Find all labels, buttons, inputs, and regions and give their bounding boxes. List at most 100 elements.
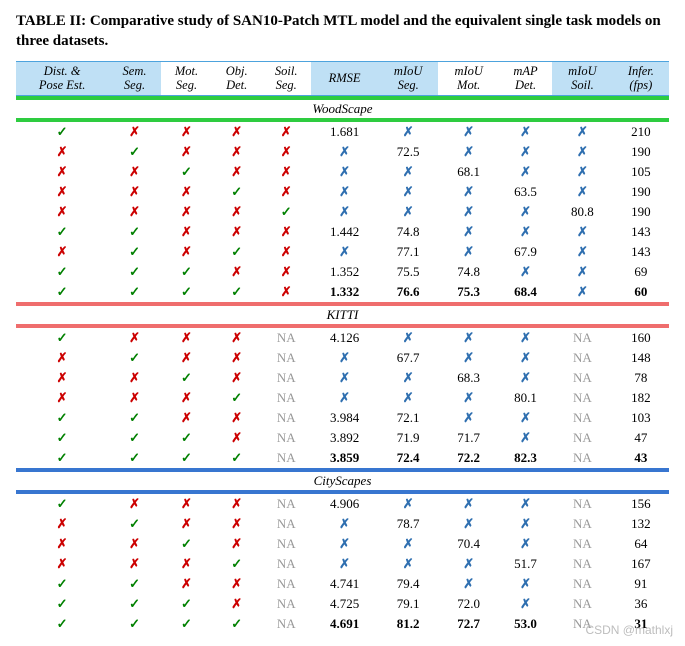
cross-icon: ✗ [161,554,212,574]
value-cell: 190 [613,202,669,222]
value-cell: 3.984 [311,408,378,428]
cross-icon: ✗ [16,554,108,574]
cross-icon: ✗ [16,182,108,202]
table-row: ✓✓✗✗✗1.44274.8✗✗✗143 [16,222,669,242]
value-cell: 75.5 [378,262,439,282]
check-icon: ✓ [108,594,161,614]
value-cell: 67.7 [378,348,439,368]
na-cell: NA [261,494,311,514]
x-icon: ✗ [438,494,499,514]
x-icon: ✗ [499,122,552,142]
check-icon: ✓ [16,574,108,594]
value-cell: 60 [613,282,669,302]
x-icon: ✗ [499,494,552,514]
value-cell: 182 [613,388,669,408]
value-cell: 80.8 [552,202,613,222]
cross-icon: ✗ [261,282,311,302]
x-icon: ✗ [499,348,552,368]
cross-icon: ✗ [108,202,161,222]
x-icon: ✗ [378,368,439,388]
na-cell: NA [261,368,311,388]
check-icon: ✓ [212,614,261,634]
value-cell: 148 [613,348,669,368]
table-row: ✗✗✓✗NA✗✗68.3✗NA78 [16,368,669,388]
table-row: ✓✗✗✗NA4.126✗✗✗NA160 [16,328,669,348]
check-icon: ✓ [161,594,212,614]
table-row: ✗✗✓✗✗✗✗68.1✗✗105 [16,162,669,182]
cross-icon: ✗ [212,222,261,242]
table-row: ✗✗✗✗✓✗✗✗✗80.8190 [16,202,669,222]
cross-icon: ✗ [212,262,261,282]
value-cell: 76.6 [378,282,439,302]
cross-icon: ✗ [16,534,108,554]
cross-icon: ✗ [161,202,212,222]
check-icon: ✓ [161,428,212,448]
x-icon: ✗ [311,514,378,534]
x-icon: ✗ [438,222,499,242]
check-icon: ✓ [212,388,261,408]
check-icon: ✓ [108,242,161,262]
cross-icon: ✗ [16,142,108,162]
value-cell: 71.9 [378,428,439,448]
results-table: Dist. &Pose Est.Sem.Seg.Mot.Seg.Obj.Det.… [16,61,669,634]
check-icon: ✓ [16,408,108,428]
x-icon: ✗ [438,408,499,428]
x-icon: ✗ [378,182,439,202]
x-icon: ✗ [499,222,552,242]
value-cell: 79.4 [378,574,439,594]
check-icon: ✓ [161,448,212,468]
x-icon: ✗ [499,408,552,428]
table-row: ✓✗✗✗✗1.681✗✗✗✗210 [16,122,669,142]
cross-icon: ✗ [16,242,108,262]
table-row: ✗✓✗✗NA✗78.7✗✗NA132 [16,514,669,534]
na-cell: NA [552,428,613,448]
check-icon: ✓ [108,408,161,428]
cross-icon: ✗ [212,348,261,368]
col-header-10: Infer.(fps) [613,62,669,96]
value-cell: 51.7 [499,554,552,574]
table-row: ✓✓✓✗✗1.35275.574.8✗✗69 [16,262,669,282]
cross-icon: ✗ [16,202,108,222]
x-icon: ✗ [552,142,613,162]
value-cell: 4.725 [311,594,378,614]
x-icon: ✗ [311,388,378,408]
value-cell: 1.442 [311,222,378,242]
cross-icon: ✗ [16,162,108,182]
x-icon: ✗ [438,202,499,222]
table-row: ✓✓✗✗NA3.98472.1✗✗NA103 [16,408,669,428]
cross-icon: ✗ [212,574,261,594]
value-cell: 63.5 [499,182,552,202]
x-icon: ✗ [311,554,378,574]
check-icon: ✓ [16,428,108,448]
cross-icon: ✗ [161,222,212,242]
table-row: ✓✗✗✗NA4.906✗✗✗NA156 [16,494,669,514]
value-cell: 47 [613,428,669,448]
check-icon: ✓ [16,282,108,302]
table-row: ✗✗✗✓✗✗✗✗63.5✗190 [16,182,669,202]
check-icon: ✓ [108,282,161,302]
table-row: ✗✓✗✗✗✗72.5✗✗✗190 [16,142,669,162]
table-row: ✗✗✗✓NA✗✗✗51.7NA167 [16,554,669,574]
na-cell: NA [552,514,613,534]
cross-icon: ✗ [212,202,261,222]
check-icon: ✓ [16,494,108,514]
value-cell: 1.332 [311,282,378,302]
x-icon: ✗ [552,262,613,282]
value-cell: 77.1 [378,242,439,262]
table-caption: TABLE II: Comparative study of SAN10-Pat… [16,12,669,51]
check-icon: ✓ [161,534,212,554]
cross-icon: ✗ [261,182,311,202]
na-cell: NA [552,348,613,368]
cross-icon: ✗ [161,182,212,202]
cross-icon: ✗ [212,534,261,554]
cross-icon: ✗ [108,328,161,348]
value-cell: 64 [613,534,669,554]
x-icon: ✗ [438,328,499,348]
x-icon: ✗ [438,142,499,162]
cross-icon: ✗ [108,368,161,388]
cross-icon: ✗ [212,428,261,448]
check-icon: ✓ [16,448,108,468]
table-row: ✗✓✗✓✗✗77.1✗67.9✗143 [16,242,669,262]
value-cell: 68.4 [499,282,552,302]
x-icon: ✗ [552,222,613,242]
